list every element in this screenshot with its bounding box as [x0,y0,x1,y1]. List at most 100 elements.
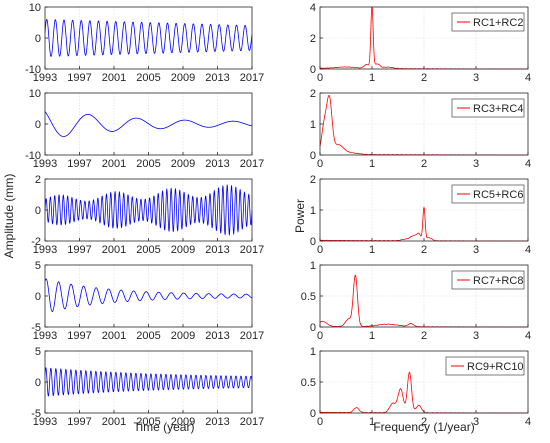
xtick-label-time-2-2013: 2013 [205,158,229,170]
ytick-label-time-4-0: 0 [35,291,41,303]
xtick-label-freq-4-2: 2 [421,330,427,342]
ytick-label-freq-5-1: 1 [310,346,316,358]
ytick-label-freq-4-0.5: 0.5 [301,291,316,303]
series-line-time-2 [44,111,253,137]
xtick-label-freq-5-0: 0 [317,416,323,428]
xtick-label-time-4-2005: 2005 [136,330,160,342]
xtick-label-time-1-2009: 2009 [171,72,195,84]
xtick-label-time-1-2005: 2005 [136,72,160,84]
xtick-label-freq-3-4: 4 [525,244,531,256]
xtick-label-time-2-2009: 2009 [171,158,195,170]
legend-label-freq-1: RC1+RC2 [473,17,523,29]
ytick-label-freq-2-0: 0 [310,150,316,162]
series-line-time-5 [44,367,253,397]
ytick-label-time-5-0: 0 [35,377,41,389]
xtick-label-time-4-1997: 1997 [67,330,91,342]
ytick-label-freq-1-2: 2 [310,33,316,45]
xtick-label-freq-3-0: 0 [317,244,323,256]
xtick-label-time-3-2009: 2009 [171,244,195,256]
panel-freq-2: 0 1 2 3 4 0 1 2 RC3+RC4 [310,88,531,170]
xtick-label-time-2-2001: 2001 [102,158,126,170]
xtick-label-time-2-2005: 2005 [136,158,160,170]
xtick-label-freq-5-4: 4 [525,416,531,428]
xtick-label-freq-4-0: 0 [317,330,323,342]
ytick-label-time-2--10: -10 [25,150,41,162]
panel-time-1: 1993 1997 2001 2005 2009 2013 2017 -10 0 10 [25,2,264,84]
right-ylabel: Power [293,199,307,233]
xtick-label-time-3-2001: 2001 [102,244,126,256]
legend-box-freq-1 [451,12,525,32]
xtick-label-freq-1-4: 4 [525,72,531,84]
ytick-label-time-2-10: 10 [29,88,41,100]
xtick-label-time-2-2017: 2017 [240,158,264,170]
ytick-label-freq-1-0: 0 [310,64,316,76]
series-line-time-1 [44,18,253,57]
legend-label-freq-4: RC7+RC8 [473,275,523,287]
xtick-label-time-3-1997: 1997 [67,244,91,256]
xtick-label-freq-2-3: 3 [473,158,479,170]
ytick-label-time-3-0: 0 [35,205,41,217]
xtick-label-freq-3-3: 3 [473,244,479,256]
ytick-label-freq-3-2: 2 [310,174,316,186]
ytick-label-freq-2-1: 1 [310,119,316,131]
ytick-label-freq-5-0.5: 0.5 [301,377,316,389]
xtick-label-time-5-1997: 1997 [67,416,91,428]
xtick-label-time-4-2017: 2017 [240,330,264,342]
ytick-label-freq-3-1: 1 [310,205,316,217]
ytick-label-time-1-10: 10 [29,2,41,14]
xtick-label-freq-2-4: 4 [525,158,531,170]
xtick-label-time-5-2009: 2009 [171,416,195,428]
ytick-label-time-1-0: 0 [35,33,41,45]
xtick-label-freq-5-2: 2 [421,416,427,428]
panel-time-2: 1993 1997 2001 2005 2009 2013 2017 -10 0 10 [25,88,264,170]
xtick-label-time-5-1993: 1993 [33,416,57,428]
panel-freq-3: 0 1 2 3 4 0 1 2 RC5+RC6 [310,174,531,256]
xtick-label-time-3-2013: 2013 [205,244,229,256]
xtick-label-freq-2-1: 1 [369,158,375,170]
xtick-label-time-4-2001: 2001 [102,330,126,342]
panel-time-4: 1993 1997 2001 2005 2009 2013 2017 -5 0 5 [31,260,264,342]
xtick-label-time-4-1993: 1993 [33,330,57,342]
legend-box-freq-3 [451,184,525,204]
xtick-label-time-1-2017: 2017 [240,72,264,84]
xtick-label-time-1-1993: 1993 [33,72,57,84]
xtick-label-time-3-2017: 2017 [240,244,264,256]
legend-box-freq-4 [451,270,525,290]
xtick-label-time-2-1993: 1993 [33,158,57,170]
panel-freq-1: 0 1 2 3 4 0 2 4 RC1+RC2 [310,2,531,84]
left-ylabel: Amplitude (mm) [2,174,16,259]
xtick-label-freq-4-3: 3 [473,330,479,342]
xtick-label-freq-1-2: 2 [421,72,427,84]
right-xlabel: Frequency (1/year) [373,420,474,434]
series-line-time-3 [44,184,253,237]
xtick-label-freq-4-4: 4 [525,330,531,342]
xtick-label-freq-1-3: 3 [473,72,479,84]
xtick-label-time-3-2005: 2005 [136,244,160,256]
xtick-label-time-1-2013: 2013 [205,72,229,84]
xtick-label-time-5-2005: 2005 [136,416,160,428]
ytick-label-time-5--5: -5 [31,408,41,420]
xtick-label-time-1-1997: 1997 [67,72,91,84]
xtick-label-time-2-1997: 1997 [67,158,91,170]
ytick-label-freq-5-0: 0 [310,408,316,420]
xtick-label-freq-3-1: 1 [369,244,375,256]
xtick-label-time-5-2017: 2017 [240,416,264,428]
xtick-label-time-4-2013: 2013 [205,330,229,342]
ytick-label-freq-2-2: 2 [310,88,316,100]
panel-time-3: 1993 1997 2001 2005 2009 2013 2017 -2 0 2 [31,174,264,256]
xtick-label-freq-2-2: 2 [421,158,427,170]
xtick-label-freq-5-1: 1 [369,416,375,428]
panel-time-5: 1993 1997 2001 2005 2009 2013 2017 -5 0 5 [31,346,264,428]
ytick-label-time-5-5: 5 [35,346,41,358]
xtick-label-time-5-2001: 2001 [102,416,126,428]
ytick-label-freq-3-0: 0 [310,236,316,248]
ytick-label-freq-4-1: 1 [310,260,316,272]
ytick-label-time-1--10: -10 [25,64,41,76]
xtick-label-freq-1-0: 0 [317,72,323,84]
series-line-time-4 [44,278,253,312]
panel-freq-4: 0 1 2 3 4 0 0.5 1 RC7+RC8 [301,260,531,342]
panel-freq-5: 0 1 2 3 4 0 0.5 1 RC9+RC10 [301,346,531,428]
xtick-label-freq-3-2: 2 [421,244,427,256]
